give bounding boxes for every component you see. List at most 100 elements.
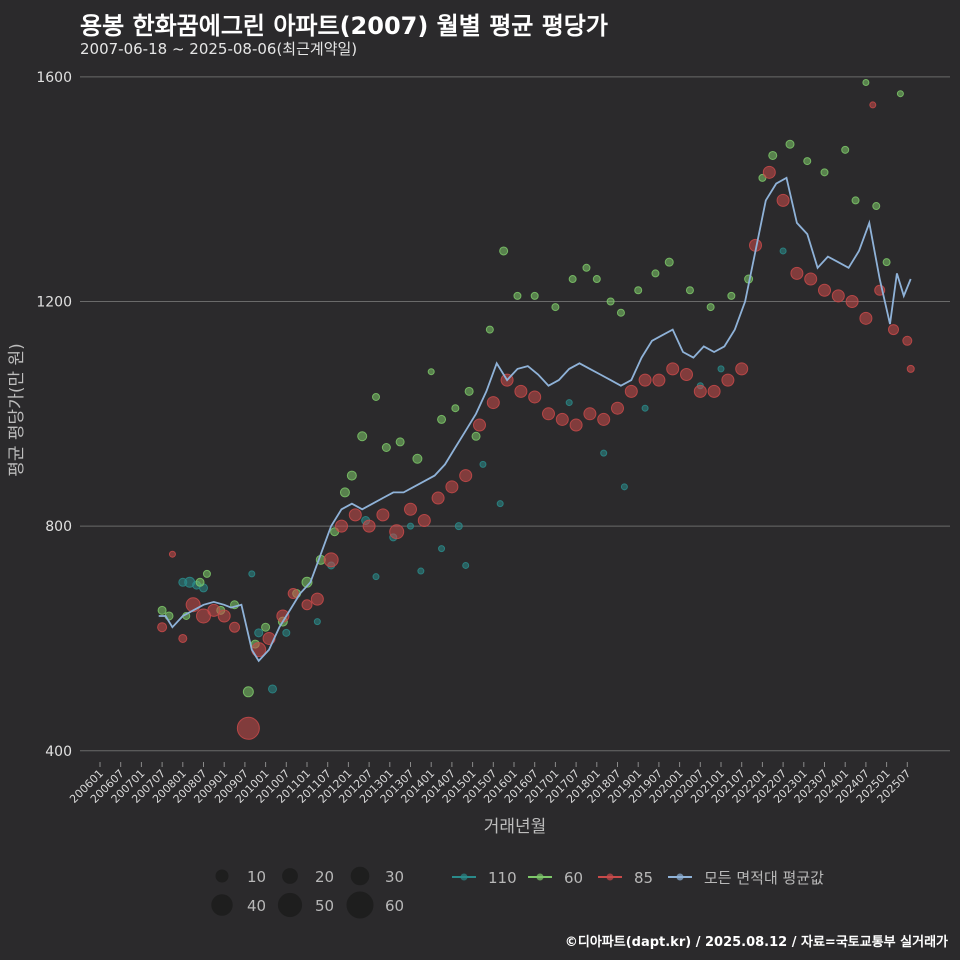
data-point bbox=[323, 552, 339, 568]
y-tick-label: 800 bbox=[45, 519, 72, 535]
data-point bbox=[616, 308, 625, 317]
data-point bbox=[261, 622, 271, 632]
data-point bbox=[389, 524, 405, 540]
data-point bbox=[381, 443, 391, 453]
data-point bbox=[717, 365, 725, 373]
data-point bbox=[620, 483, 628, 491]
series-60 bbox=[157, 78, 904, 698]
data-point bbox=[785, 139, 795, 149]
series-85 bbox=[157, 101, 915, 740]
data-point bbox=[202, 569, 211, 578]
data-point bbox=[831, 289, 845, 303]
data-point bbox=[417, 567, 425, 575]
size-legend-label: 30 bbox=[385, 868, 404, 886]
data-point bbox=[555, 412, 569, 426]
data-point bbox=[569, 418, 583, 432]
data-point bbox=[565, 399, 573, 407]
legend-dot bbox=[536, 873, 544, 881]
y-tick-label: 1200 bbox=[36, 294, 72, 310]
data-point bbox=[513, 291, 522, 300]
data-point bbox=[841, 145, 850, 154]
data-point bbox=[437, 414, 447, 424]
legend-dot bbox=[606, 873, 614, 881]
data-point bbox=[313, 618, 321, 626]
data-point bbox=[462, 561, 470, 569]
legend-label: 60 bbox=[564, 869, 583, 887]
legend-dot bbox=[460, 873, 468, 881]
data-point bbox=[869, 101, 877, 109]
legend-label: 85 bbox=[634, 869, 653, 887]
data-point bbox=[178, 633, 188, 643]
data-point bbox=[727, 291, 736, 300]
data-point bbox=[888, 324, 899, 336]
data-point bbox=[680, 367, 693, 381]
data-point bbox=[196, 608, 211, 624]
data-point bbox=[606, 297, 615, 306]
data-point bbox=[445, 480, 459, 494]
size-legend-label: 20 bbox=[315, 868, 334, 886]
data-point bbox=[236, 716, 260, 740]
data-point bbox=[820, 168, 829, 177]
data-point bbox=[407, 522, 414, 530]
size-legend-key bbox=[277, 892, 303, 918]
size-legend-key bbox=[346, 891, 374, 919]
data-point bbox=[451, 404, 460, 413]
data-point bbox=[471, 431, 481, 441]
data-point bbox=[721, 373, 735, 387]
data-point bbox=[906, 364, 915, 373]
data-point bbox=[496, 500, 504, 508]
data-point bbox=[207, 603, 221, 617]
data-point bbox=[568, 275, 577, 284]
data-point bbox=[376, 508, 390, 522]
data-point bbox=[485, 325, 494, 334]
data-point bbox=[600, 449, 608, 457]
data-point bbox=[346, 470, 357, 481]
data-point bbox=[652, 373, 666, 387]
data-point bbox=[431, 491, 445, 505]
data-point bbox=[851, 196, 860, 205]
legend-dot bbox=[676, 873, 684, 881]
size-legend-key bbox=[215, 869, 229, 883]
size-legend-label: 40 bbox=[247, 897, 266, 915]
data-point bbox=[217, 609, 231, 623]
data-point bbox=[845, 294, 859, 308]
data-point bbox=[818, 283, 831, 297]
chart-subtitle: 2007-06-18 ~ 2025-08-06(최근계약일) bbox=[80, 40, 358, 58]
data-point bbox=[417, 514, 431, 528]
data-point bbox=[542, 407, 555, 421]
data-point bbox=[362, 519, 376, 533]
data-point bbox=[372, 573, 380, 581]
data-point bbox=[242, 686, 254, 698]
data-point bbox=[287, 588, 299, 600]
data-point bbox=[282, 628, 291, 637]
data-point bbox=[735, 362, 749, 376]
size-legend-key bbox=[211, 894, 233, 916]
data-point bbox=[597, 412, 611, 426]
data-point bbox=[372, 392, 380, 401]
data-point bbox=[254, 628, 264, 638]
data-point bbox=[685, 286, 694, 295]
data-point bbox=[624, 384, 638, 398]
data-point bbox=[651, 269, 660, 278]
data-point bbox=[582, 263, 591, 272]
data-point bbox=[706, 303, 715, 312]
average-line bbox=[158, 176, 912, 663]
y-tick-label: 400 bbox=[45, 744, 72, 760]
data-point bbox=[530, 291, 539, 300]
data-point bbox=[528, 390, 542, 404]
data-point bbox=[707, 384, 721, 398]
data-point bbox=[412, 453, 423, 464]
data-point bbox=[157, 605, 167, 615]
chart-title: 용봉 한화꿈에그린 아파트(2007) 월별 평균 평당가 bbox=[80, 12, 608, 40]
data-point bbox=[902, 335, 913, 346]
data-point bbox=[268, 684, 277, 694]
data-point bbox=[762, 165, 776, 179]
data-point bbox=[348, 508, 362, 522]
data-point bbox=[768, 150, 778, 160]
data-point bbox=[459, 469, 473, 483]
data-point bbox=[499, 246, 509, 256]
data-point bbox=[641, 404, 649, 412]
data-point bbox=[872, 202, 881, 211]
data-point bbox=[479, 460, 487, 468]
size-legend-key bbox=[350, 866, 370, 886]
